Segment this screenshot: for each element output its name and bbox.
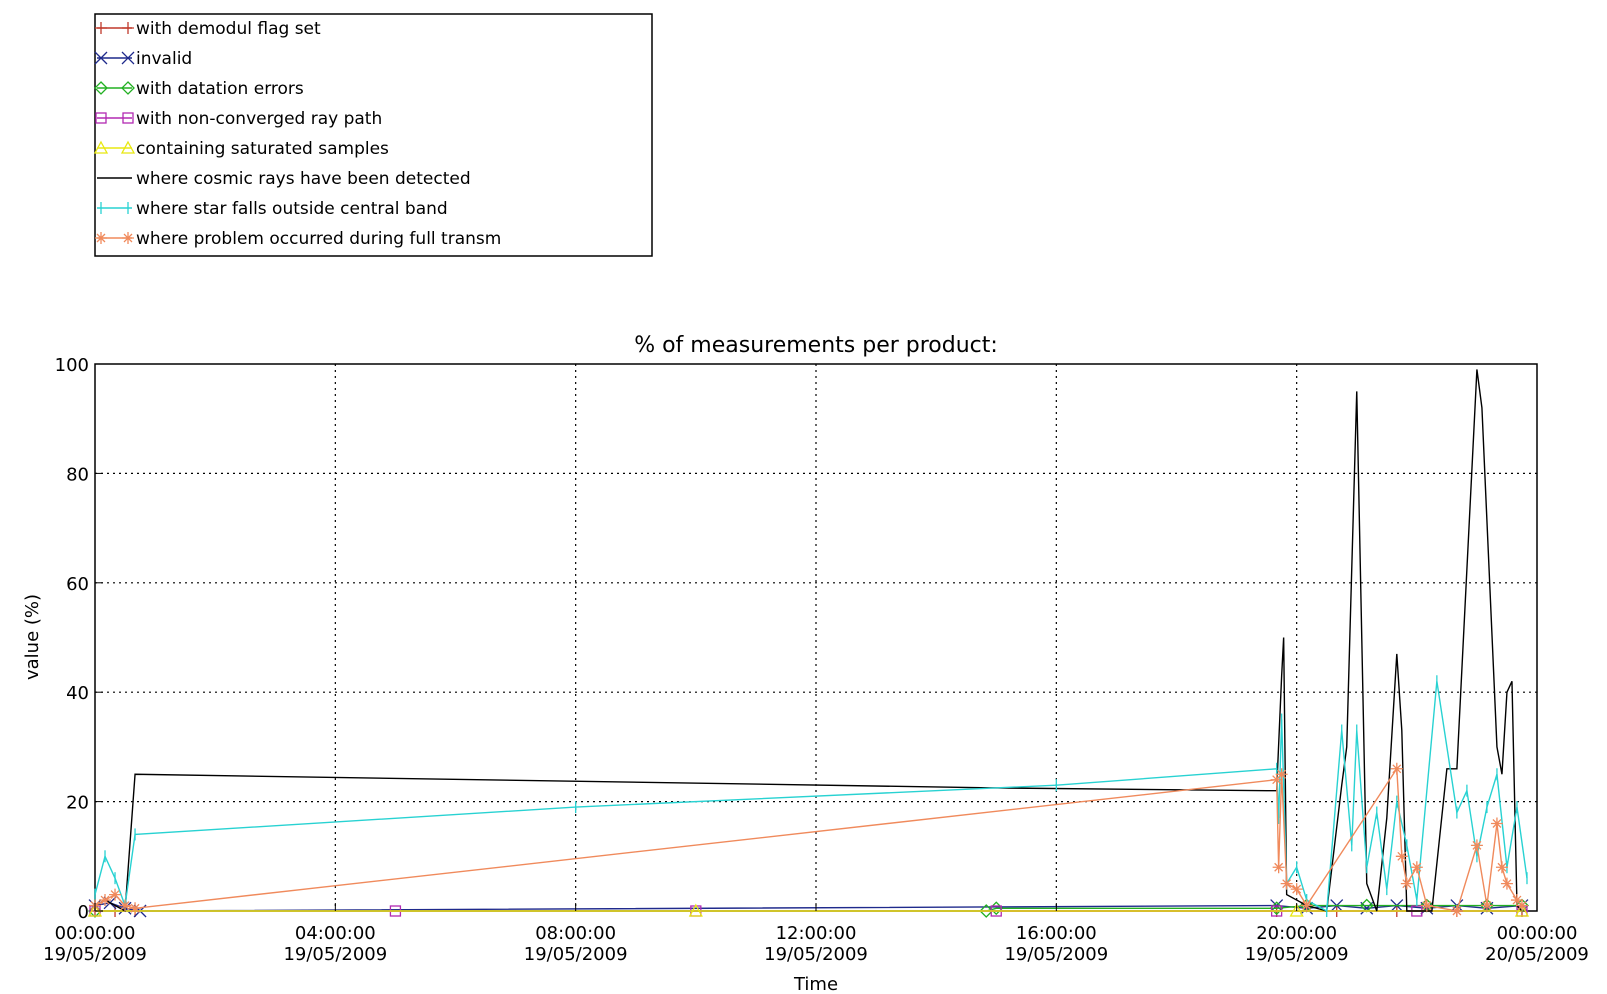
- x-tick-time: 16:00:00: [1016, 923, 1097, 944]
- data-point: [1480, 899, 1493, 912]
- data-point: [129, 902, 142, 915]
- legend-label: where star falls outside central band: [136, 199, 448, 219]
- data-point: [1390, 762, 1403, 775]
- legend-marker: [121, 81, 135, 95]
- x-tick-time: 00:00:00: [1497, 923, 1578, 944]
- data-point: [1289, 903, 1304, 917]
- series-line: [94, 766, 1523, 912]
- data-point: [109, 888, 122, 901]
- data-point: [1280, 877, 1293, 890]
- data-point: [1272, 861, 1285, 874]
- y-tick-label: 0: [78, 902, 89, 923]
- legend-label: with datation errors: [136, 79, 304, 99]
- legend-marker: [95, 232, 107, 244]
- legend-label: with demodul flag set: [136, 19, 321, 39]
- series-layer: [87, 369, 1530, 918]
- x-tick-date: 19/05/2009: [283, 944, 387, 965]
- data-point: [1290, 883, 1303, 896]
- data-point: [1515, 899, 1528, 912]
- data-point: [1420, 899, 1433, 912]
- y-axis-label: value (%): [22, 594, 43, 680]
- legend: with demodul flag set invalid with datatio…: [93, 19, 501, 249]
- data-point: [688, 903, 703, 917]
- data-point: [1410, 861, 1423, 874]
- legend-marker: [93, 140, 109, 154]
- data-point: [1514, 903, 1530, 917]
- legend-label: where cosmic rays have been detected: [136, 169, 471, 189]
- y-tick-label: 20: [66, 793, 89, 814]
- legend-marker: [94, 51, 108, 65]
- x-tick-time: 12:00:00: [776, 923, 857, 944]
- plot-frame: [94, 363, 1538, 912]
- grid: [95, 364, 1537, 911]
- x-tick-date: 19/05/2009: [524, 944, 628, 965]
- legend-label: where problem occurred during full trans…: [136, 229, 501, 249]
- data-point: [1275, 768, 1288, 781]
- chart-title: % of measurements per product:: [634, 333, 998, 358]
- x-tick-date: 20/05/2009: [1485, 944, 1589, 965]
- x-tick-date: 19/05/2009: [43, 944, 147, 965]
- y-tick-label: 40: [66, 683, 89, 704]
- x-axis: 00:00:0019/05/200904:00:0019/05/200908:0…: [43, 903, 1589, 965]
- y-tick-label: 100: [55, 355, 89, 376]
- legend-box: [94, 13, 653, 257]
- legend-marker: [122, 22, 134, 34]
- series-7: [89, 762, 1528, 917]
- legend-marker: [95, 22, 107, 34]
- y-axis: 0 20 40 60 80 100: [55, 355, 103, 923]
- x-tick-time: 20:00:00: [1256, 923, 1337, 944]
- data-point: [1300, 899, 1313, 912]
- x-tick-date: 19/05/2009: [1245, 944, 1349, 965]
- series-6: [94, 675, 1528, 917]
- data-point: [1395, 850, 1408, 863]
- legend-label: containing saturated samples: [136, 139, 389, 159]
- x-tick-time: 08:00:00: [535, 923, 616, 944]
- legend-marker: [94, 81, 108, 95]
- data-point: [1495, 861, 1508, 874]
- y-tick-label: 60: [66, 574, 89, 595]
- data-point: [1400, 877, 1413, 890]
- y-tick-label: 80: [66, 464, 89, 485]
- data-point: [1490, 817, 1503, 830]
- legend-marker: [122, 232, 134, 244]
- series-line: [94, 369, 1523, 913]
- series-5: [94, 369, 1523, 913]
- series-line: [94, 681, 1528, 913]
- x-tick-date: 19/05/2009: [764, 944, 868, 965]
- x-axis-label: Time: [793, 974, 838, 994]
- data-point: [1510, 894, 1523, 907]
- legend-label: invalid: [136, 49, 192, 69]
- legend-marker: [121, 51, 135, 65]
- data-point: [119, 899, 132, 912]
- legend-marker: [95, 112, 107, 124]
- data-point: [99, 894, 112, 907]
- legend-marker: [122, 112, 134, 124]
- data-point: [1470, 839, 1483, 852]
- data-point: [1450, 905, 1463, 917]
- x-tick-date: 19/05/2009: [1004, 944, 1108, 965]
- x-tick-time: 00:00:00: [55, 923, 136, 944]
- legend-label: with non-converged ray path: [136, 109, 382, 129]
- data-point: [1500, 877, 1513, 890]
- x-tick-time: 04:00:00: [295, 923, 376, 944]
- data-point: [1270, 773, 1283, 786]
- legend-marker: [120, 140, 136, 154]
